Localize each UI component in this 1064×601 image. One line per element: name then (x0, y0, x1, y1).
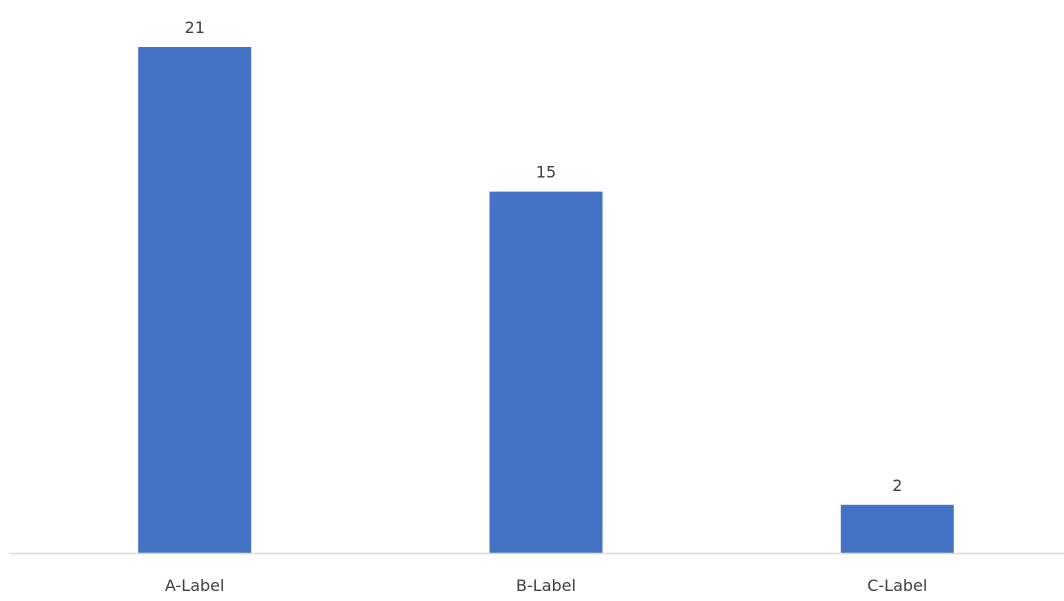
bar-a-label (138, 47, 252, 553)
x-tick-label-c-label: C-Label (867, 576, 927, 595)
x-tick-label-a-label: A-Label (165, 576, 225, 595)
data-label-b-label: 15 (536, 163, 556, 182)
bars-layer (138, 47, 954, 553)
data-label-c-label: 2 (892, 476, 902, 495)
data-labels-layer: 21 15 2 (185, 18, 903, 495)
x-tick-label-b-label: B-Label (516, 576, 576, 595)
bar-c-label (840, 504, 954, 553)
data-label-a-label: 21 (185, 18, 205, 37)
x-tick-labels-layer: A-Label B-Label C-Label (165, 576, 927, 595)
bar-b-label (489, 191, 603, 553)
